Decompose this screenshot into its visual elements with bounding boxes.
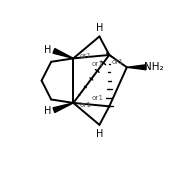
Text: H: H — [96, 23, 103, 33]
Text: or1: or1 — [92, 95, 104, 101]
Text: H: H — [44, 45, 52, 55]
Text: or1: or1 — [80, 102, 92, 108]
Text: or1: or1 — [80, 53, 92, 59]
Polygon shape — [127, 65, 146, 70]
Polygon shape — [53, 49, 73, 58]
Text: H: H — [44, 106, 52, 116]
Text: H: H — [96, 129, 103, 139]
Text: or1: or1 — [111, 59, 123, 65]
Text: NH₂: NH₂ — [144, 62, 163, 72]
Polygon shape — [53, 103, 73, 112]
Text: or1: or1 — [92, 61, 104, 67]
